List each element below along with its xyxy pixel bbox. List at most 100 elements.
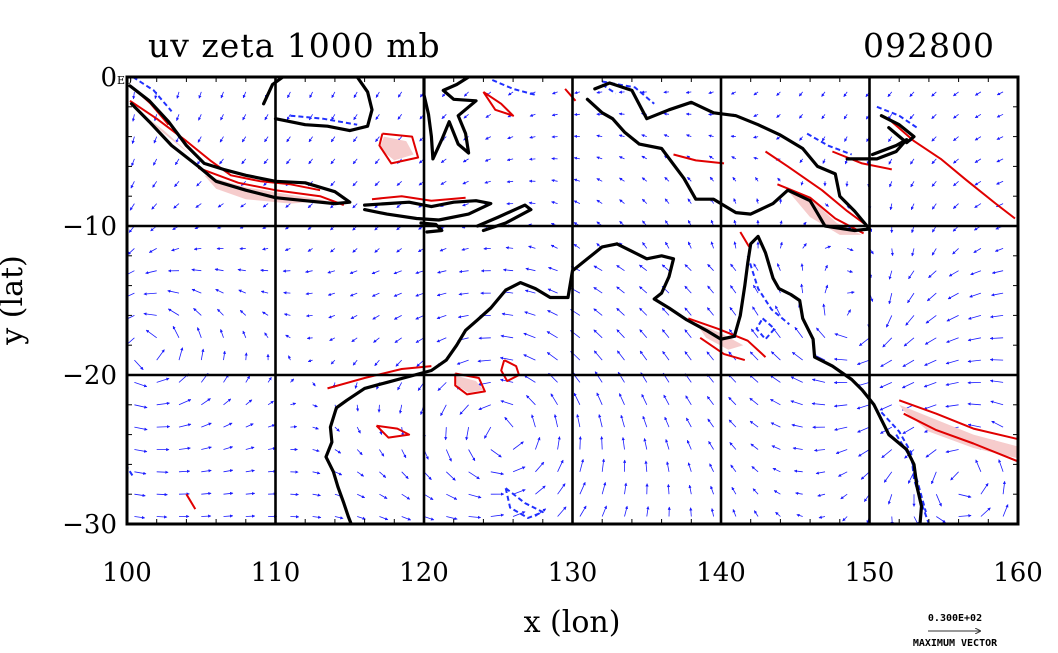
wind-vector (350, 315, 358, 320)
wind-vector (833, 404, 848, 408)
wind-vector (822, 158, 826, 164)
wind-vector (441, 114, 447, 119)
wind-vector (990, 315, 1004, 319)
wind-vector (379, 516, 389, 521)
wind-vector (707, 418, 714, 428)
wind-vector (818, 515, 826, 519)
legend-value: 0.300E+02 (928, 613, 982, 624)
wind-vector (349, 270, 358, 274)
wind-vector (153, 136, 158, 144)
wind-vector (753, 91, 759, 96)
wind-vector (485, 136, 491, 140)
wind-vector (445, 449, 452, 462)
wind-vector (688, 484, 692, 495)
wind-vector (283, 313, 291, 317)
wind-vector (710, 508, 715, 517)
wind-vector (312, 426, 319, 430)
wind-vector (307, 359, 313, 363)
wind-vector (756, 198, 760, 204)
wind-vector (967, 423, 981, 428)
wind-vector (731, 156, 737, 160)
wind-vector (535, 485, 546, 495)
wind-vector (172, 325, 180, 338)
wind-vector (817, 493, 826, 497)
wind-vector (446, 516, 458, 521)
wind-vector (732, 176, 737, 182)
negative-vorticity-contour (132, 77, 173, 112)
wind-vector (771, 445, 781, 450)
wind-vector (689, 507, 693, 517)
wind-vector (749, 351, 759, 361)
wind-vector (661, 307, 670, 316)
wind-vector (639, 350, 648, 361)
wind-vector (642, 415, 648, 428)
wind-vector (953, 203, 959, 209)
wind-vector (684, 285, 692, 294)
wind-vector (245, 469, 255, 473)
wind-vector (174, 158, 180, 166)
wind-vector (415, 337, 425, 343)
wind-vector (331, 114, 336, 121)
wind-vector (777, 177, 781, 182)
wind-vector (329, 337, 336, 341)
wind-vector (750, 328, 759, 339)
wind-vector (223, 491, 234, 496)
wind-vector (596, 199, 603, 204)
wind-vector (167, 308, 180, 316)
wind-vector (733, 241, 737, 249)
wind-vector (439, 248, 447, 252)
wind-vector (730, 91, 737, 95)
wind-vector (771, 351, 781, 361)
wind-vector (811, 402, 826, 406)
wind-vector (201, 422, 212, 428)
wind-vector (547, 288, 558, 294)
wind-vector (200, 348, 205, 361)
wind-vector (215, 288, 224, 294)
wind-vector (926, 292, 937, 302)
wind-vector (576, 414, 581, 428)
wind-vector (330, 181, 336, 187)
positive-vorticity-contour (454, 372, 486, 396)
wind-vector (331, 91, 336, 99)
wind-vector (910, 203, 915, 211)
wind-vector (287, 91, 291, 99)
wind-vector (201, 398, 211, 406)
positive-vorticity-contour (378, 132, 420, 165)
wind-vector (596, 156, 603, 160)
wind-vector (707, 264, 714, 271)
wind-vector (594, 371, 603, 383)
positive-vorticity-region (204, 175, 328, 204)
wind-vector (353, 136, 358, 143)
wind-vector (888, 158, 893, 165)
wind-vector (524, 311, 536, 316)
wind-vector (458, 269, 469, 274)
wind-vector (512, 489, 526, 495)
wind-vector (639, 329, 648, 339)
wind-vector (178, 423, 192, 428)
wind-vector (217, 308, 224, 316)
wind-vector (945, 404, 959, 408)
wind-vector (354, 382, 358, 389)
wind-vector (356, 404, 360, 412)
wind-vector (685, 90, 692, 94)
wind-vector (396, 181, 402, 186)
wind-vector (528, 201, 536, 205)
wind-vector (242, 91, 247, 99)
wind-vector (619, 177, 625, 182)
wind-vector (309, 91, 313, 99)
wind-vector (374, 181, 380, 187)
wind-vector (616, 286, 625, 294)
wind-vector (970, 270, 982, 276)
wind-vector (456, 359, 469, 365)
wind-vector (616, 264, 625, 272)
wind-vector (156, 377, 170, 383)
wind-vector (241, 136, 247, 143)
wind-vector (844, 136, 848, 142)
wind-vector (593, 308, 603, 316)
wind-vector (375, 91, 380, 98)
wind-vector (176, 114, 180, 121)
negative-vorticity-contour (806, 132, 853, 156)
wind-vector (178, 347, 184, 361)
wind-vector (551, 179, 558, 183)
wind-vector (260, 290, 269, 294)
